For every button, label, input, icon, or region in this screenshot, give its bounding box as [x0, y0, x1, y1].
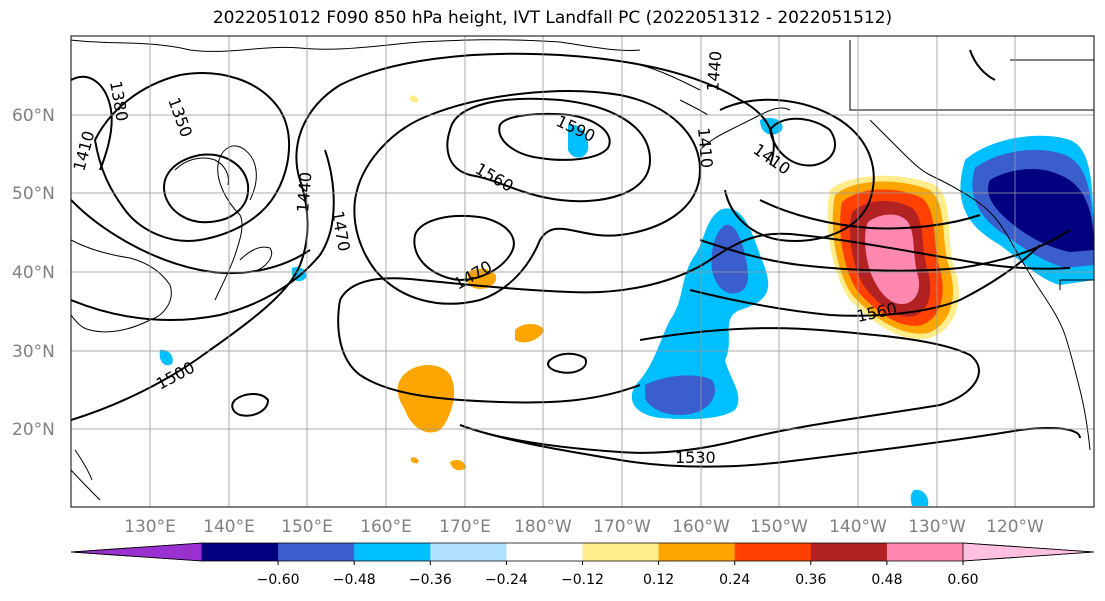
lon-label: 120°W — [986, 517, 1044, 537]
colorbar-segment — [810, 543, 888, 561]
map-border — [70, 35, 1095, 508]
lon-label: 150°W — [750, 517, 808, 537]
colorbar-segment — [430, 543, 507, 561]
colorbar: −0.60 −0.48 −0.36 −0.24 −0.12 0.12 0.24 0.36 0.4… — [70, 542, 1095, 588]
colorbar-segment — [202, 543, 279, 561]
contour-label: 1410 — [694, 127, 716, 169]
colorbar-segment — [734, 543, 812, 561]
colorbar-tick-label: −0.60 — [257, 572, 300, 588]
lon-label: 140°E — [203, 517, 255, 537]
lon-label: 160°E — [360, 517, 412, 537]
lon-label: 160°W — [672, 517, 730, 537]
lon-label: 150°E — [281, 517, 333, 537]
colorbar-segment — [354, 543, 431, 561]
colorbar-segment — [886, 543, 964, 561]
colorbar-segment — [278, 543, 355, 561]
colorbar-tick-label: −0.36 — [409, 572, 452, 588]
lat-labels: 60°N 50°N 40°N 30°N 20°N — [12, 106, 55, 440]
colorbar-tick-label: 0.48 — [871, 572, 902, 588]
colorbar-outline — [70, 542, 1095, 562]
colorbar-tick-label: 0.60 — [947, 572, 978, 588]
lat-label: 60°N — [12, 106, 55, 126]
lat-label: 20°N — [12, 420, 55, 440]
lat-label: 30°N — [12, 342, 55, 362]
lon-labels: 130°E 140°E 150°E 160°E 170°E 180°W 170°… — [124, 517, 1044, 537]
colorbar-segment — [506, 543, 583, 561]
lon-label: 180°W — [514, 517, 572, 537]
colorbar-tick-label: −0.24 — [485, 572, 528, 588]
coastlines — [71, 39, 1094, 501]
colorbar-tick-label: −0.48 — [333, 572, 376, 588]
lon-label: 170°W — [593, 517, 651, 537]
colorbar-extend-high — [962, 542, 1095, 562]
colorbar-tick-label: −0.12 — [561, 572, 604, 588]
contour-label: 1440 — [703, 50, 725, 92]
colorbar-tick-label: 0.36 — [795, 572, 826, 588]
colorbar-extend-low — [70, 542, 203, 562]
colorbar-segment — [658, 543, 736, 561]
map-title: 2022051012 F090 850 hPa height, IVT Land… — [212, 8, 893, 28]
lat-label: 50°N — [12, 184, 55, 204]
colorbar-tick-label: 0.24 — [719, 572, 750, 588]
lon-label: 130°E — [124, 517, 176, 537]
lat-label: 40°N — [12, 263, 55, 283]
colorbar-segment — [582, 543, 660, 561]
lon-label: 170°E — [439, 517, 491, 537]
lon-label: 130°W — [908, 517, 966, 537]
lon-label: 140°W — [829, 517, 887, 537]
graticule — [71, 36, 1094, 507]
contour-label: 1530 — [675, 448, 716, 467]
map-panel: 1380 1350 1410 1440 1470 1590 1560 1470 … — [71, 36, 1094, 507]
colorbar-tick-label: 0.12 — [643, 572, 674, 588]
contour-label: 1440 — [293, 171, 315, 213]
